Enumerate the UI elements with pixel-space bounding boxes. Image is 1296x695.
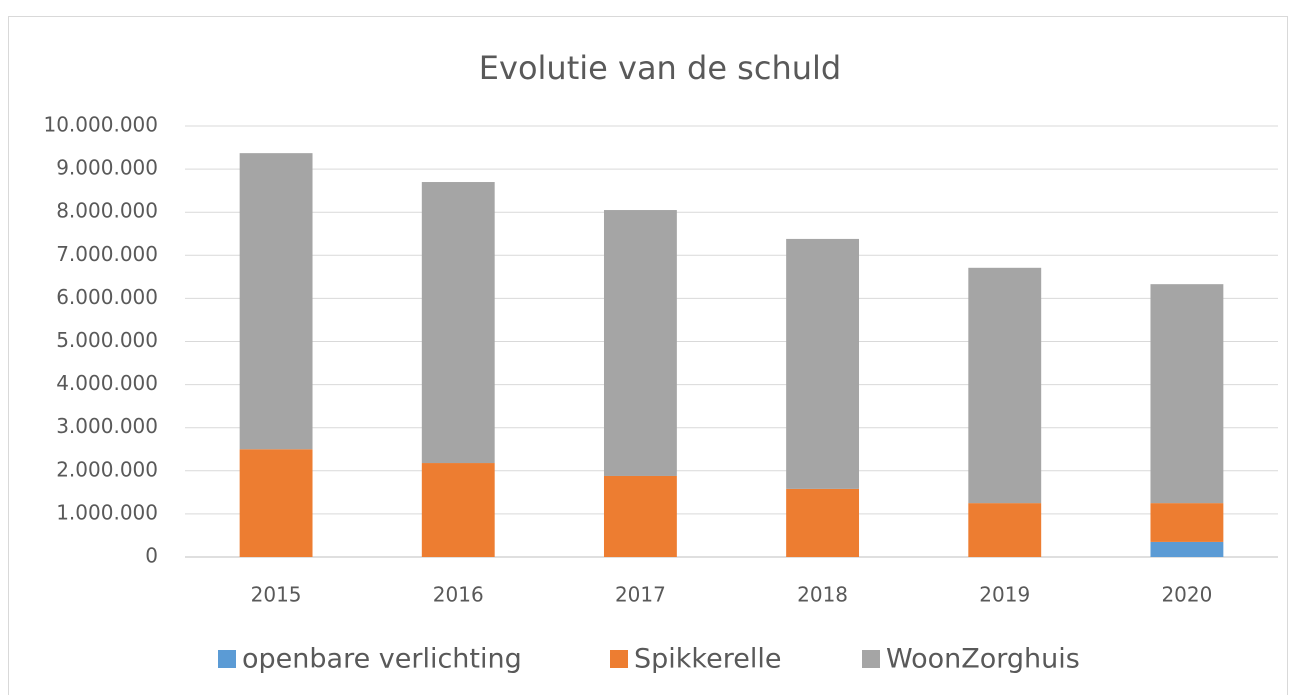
bar-segment	[968, 503, 1042, 557]
x-tick-label: 2020	[1161, 583, 1212, 607]
bar-segment	[603, 210, 677, 476]
y-tick-label: 5.000.000	[56, 328, 158, 352]
bar-segment	[968, 267, 1042, 504]
chart-title: Evolutie van de schuld	[479, 49, 841, 87]
legend-label: openbare verlichting	[242, 644, 522, 675]
legend-swatch	[610, 650, 628, 668]
legend-label: Spikkerelle	[634, 644, 781, 675]
y-tick-label: 4.000.000	[56, 371, 158, 395]
bar-segment	[239, 153, 313, 450]
bar-segment	[786, 238, 860, 489]
y-tick-label: 0	[145, 544, 158, 568]
bar-segment	[421, 463, 495, 557]
bar-segment	[1150, 284, 1224, 504]
y-tick-label: 9.000.000	[56, 156, 158, 180]
x-tick-label: 2015	[251, 583, 302, 607]
bar-segment	[603, 475, 677, 557]
bar-segment	[1150, 503, 1224, 542]
y-tick-label: 7.000.000	[56, 242, 158, 266]
y-tick-label: 8.000.000	[56, 199, 158, 223]
y-tick-label: 2.000.000	[56, 457, 158, 481]
x-tick-label: 2016	[433, 583, 484, 607]
bar-segment	[239, 449, 313, 557]
bar-segment	[786, 488, 860, 557]
legend-swatch	[218, 650, 236, 668]
y-tick-label: 3.000.000	[56, 414, 158, 438]
y-tick-label: 1.000.000	[56, 500, 158, 524]
x-tick-label: 2017	[615, 583, 666, 607]
bar-segment	[1150, 541, 1224, 557]
y-tick-label: 6.000.000	[56, 285, 158, 309]
x-tick-label: 2019	[979, 583, 1030, 607]
x-tick-label: 2018	[797, 583, 848, 607]
legend-swatch	[862, 650, 880, 668]
bar-segment	[421, 182, 495, 464]
y-tick-label: 10.000.000	[43, 113, 158, 137]
legend-label: WoonZorghuis	[886, 644, 1080, 675]
